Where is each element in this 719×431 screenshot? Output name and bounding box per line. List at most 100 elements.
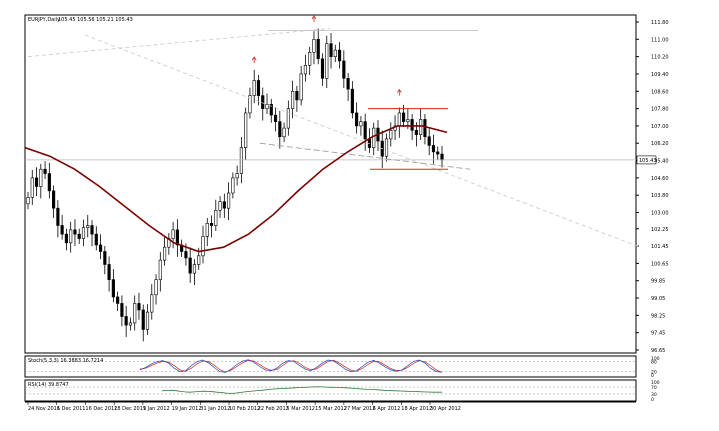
candle-body	[188, 257, 192, 274]
candle-body	[56, 207, 60, 226]
candle-body	[342, 60, 346, 79]
y-tick-label: 98.25	[651, 313, 665, 319]
y-tick-label: 106.20	[651, 141, 669, 147]
candle-body	[256, 80, 261, 96]
candle-body	[64, 233, 68, 244]
candle-body	[128, 322, 133, 326]
y-tick-label: 99.85	[651, 279, 665, 285]
candle-body	[98, 244, 103, 252]
candle-body	[329, 43, 333, 57]
candle-body	[278, 121, 282, 138]
fractal-up-marker	[251, 56, 257, 64]
candle-body	[77, 233, 81, 239]
y-tick-label: 108.60	[651, 89, 669, 95]
stoch-label: Stoch(5,3,3) 16.3883 16.7214	[28, 358, 103, 364]
candle-body	[175, 229, 179, 246]
candle-body	[222, 201, 226, 209]
candle-body	[286, 108, 290, 129]
candle-body	[111, 279, 115, 298]
y-tick-label: 109.40	[651, 72, 669, 78]
x-tick-label: 31 Jan 2012	[200, 406, 230, 412]
rsi-tick-label: 30	[651, 392, 657, 398]
x-tick-label: 15 Mar 2012	[315, 406, 347, 412]
candle-body	[419, 119, 423, 135]
y-tick-label: 96.65	[651, 348, 665, 354]
moving-average-line	[24, 125, 448, 253]
candle-body	[359, 121, 363, 127]
candle-body	[235, 173, 239, 179]
y-tick-label: 99.05	[651, 296, 665, 302]
candle-body	[81, 227, 86, 239]
candle-body	[410, 119, 414, 131]
candle-body	[431, 145, 436, 153]
candle-body	[265, 103, 269, 109]
fractal-up-marker	[396, 88, 402, 96]
candle-body	[94, 233, 98, 246]
candle-body	[406, 119, 410, 122]
main-panel-frame	[24, 14, 637, 354]
x-tick-label: 16 Dec 2011	[85, 406, 117, 412]
y-tick-label: 101.45	[651, 244, 669, 250]
candle-body	[227, 192, 231, 209]
stoch-tick-label: 0	[651, 373, 654, 379]
stoch-tick-label: 20	[651, 370, 657, 376]
last-price-value: 105.43	[639, 158, 657, 164]
x-tick-label: 27 Mar 2012	[344, 406, 376, 412]
candle-body	[192, 264, 197, 274]
y-tick-label: 104.60	[651, 176, 669, 182]
candle-body	[295, 90, 299, 101]
x-tick-label: 10 Feb 2012	[229, 406, 260, 412]
candle-body	[103, 251, 107, 265]
y-tick-label: 111.80	[651, 20, 669, 26]
candle-body	[120, 303, 124, 317]
candle-body	[316, 39, 320, 60]
candle-body	[43, 168, 47, 174]
candle-body	[47, 173, 51, 192]
candle-body	[269, 103, 273, 116]
y-tick-label: 100.65	[651, 261, 669, 267]
candle-body	[291, 90, 295, 109]
candle-body	[337, 49, 342, 62]
candle-body	[397, 112, 401, 127]
x-tick-label: 9 Jan 2012	[143, 406, 170, 412]
candle-body	[303, 65, 308, 75]
candle-body	[231, 177, 235, 194]
candle-body	[244, 112, 248, 148]
y-tick-label: 102.25	[651, 227, 669, 233]
y-tick-label: 107.00	[651, 124, 669, 130]
candle-body	[346, 77, 350, 90]
stoch-main-line	[139, 359, 443, 373]
stoch-tick-label: 80	[651, 359, 657, 365]
candle-body	[209, 223, 214, 226]
candle-body	[308, 52, 312, 66]
candle-body	[363, 121, 367, 140]
candle-body	[252, 80, 256, 96]
candle-body	[133, 303, 137, 324]
candle-body	[436, 151, 440, 155]
x-tick-label: 28 Dec 2011	[114, 406, 146, 412]
candle-body	[201, 236, 205, 257]
candle-body	[414, 129, 418, 135]
candle-body	[171, 229, 175, 239]
candle-body	[73, 229, 77, 235]
x-tick-label: 6 Apr 2012	[373, 406, 401, 412]
rsi-panel-frame	[24, 379, 637, 402]
candle-body	[205, 223, 209, 237]
candle-body	[137, 303, 141, 311]
candle-body	[60, 225, 64, 235]
candle-body	[372, 127, 376, 148]
candle-body	[154, 279, 158, 296]
candle-body	[26, 197, 30, 205]
x-tick-label: 5 Mar 2012	[286, 406, 315, 412]
candle-body	[214, 210, 218, 226]
candle-body	[52, 190, 56, 209]
x-tick-label: 18 Apr 2012	[401, 406, 432, 412]
candle-body	[325, 43, 329, 79]
rsi-line	[161, 386, 442, 394]
upper-trendline	[27, 28, 331, 58]
x-tick-label: 30 Apr 2012	[430, 406, 461, 412]
candle-body	[141, 309, 145, 330]
y-tick-label: 107.80	[651, 107, 669, 113]
candle-body	[384, 138, 389, 157]
